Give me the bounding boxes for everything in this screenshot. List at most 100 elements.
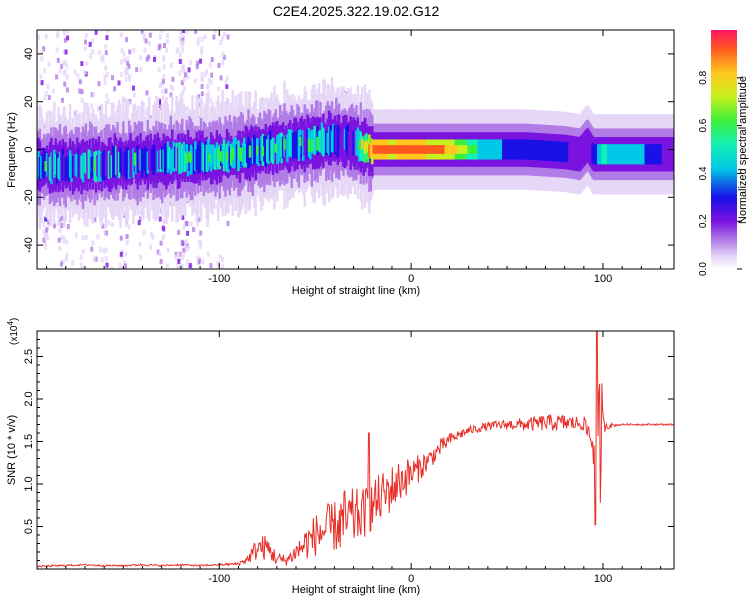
ridge-cell [396, 145, 400, 154]
ridge-cell [60, 150, 63, 182]
ridge-cell [255, 145, 259, 156]
noise-cell [44, 235, 48, 241]
ridge-cell [312, 129, 315, 153]
ridge-cell [579, 143, 583, 164]
noise-cell [181, 34, 185, 40]
noise-cell [165, 263, 169, 269]
ridge-cell [581, 141, 584, 162]
noise-cell [58, 246, 62, 252]
ridge-cell [556, 141, 560, 162]
ridge-cell [297, 130, 301, 162]
noise-cell [219, 40, 223, 46]
ridge-cell [591, 142, 594, 163]
noise-cell [169, 62, 173, 68]
noise-cell [123, 260, 127, 266]
noise-cell [171, 86, 175, 92]
noise-cell [206, 84, 210, 90]
ridge-cell [54, 154, 57, 175]
noise-cell [79, 254, 83, 260]
ridge-cell [617, 144, 620, 165]
noise-cell [198, 244, 202, 250]
ridge-cell [431, 145, 434, 154]
ridge-cell [294, 134, 298, 159]
ridge-cell [543, 140, 547, 161]
ridge-cell [483, 139, 486, 160]
ridge-cell [602, 144, 606, 165]
x-tick-label: 100 [594, 573, 612, 585]
noise-cell [53, 223, 57, 229]
ridge-cell [273, 138, 276, 160]
noise-cell [60, 215, 64, 221]
ridge-cell [254, 138, 257, 162]
ridge-cell [389, 145, 393, 154]
noise-cell [127, 76, 131, 82]
ridge-cell [345, 126, 348, 151]
noise-cell [217, 63, 221, 69]
ridge-cell [155, 147, 158, 170]
ridge-cell [244, 143, 247, 168]
ridge-cell [160, 146, 164, 170]
ridge-cell [609, 144, 613, 165]
ridge-cell [392, 145, 396, 154]
noise-cell [37, 34, 40, 40]
noise-cell [200, 36, 204, 42]
noise-cell [122, 51, 126, 57]
noise-cell [222, 54, 226, 60]
ridge-cell [83, 152, 86, 173]
ridge-cell [378, 145, 381, 154]
ridge-cell [198, 140, 201, 173]
ridge-cell [260, 136, 263, 162]
noise-cell [144, 110, 148, 116]
noise-cell [145, 90, 149, 96]
spectrogram-ridge [37, 76, 674, 230]
noise-cell [80, 265, 84, 269]
noise-cell [128, 74, 132, 80]
noise-cell [186, 245, 190, 251]
ridge-cell [165, 147, 168, 171]
ridge-cell [268, 130, 272, 162]
ridge-cell [457, 145, 460, 154]
noise-cell [148, 32, 152, 38]
noise-cell [176, 252, 180, 258]
noise-cell [161, 56, 165, 62]
ridge-cell [225, 151, 229, 161]
noise-cell [209, 263, 213, 269]
noise-cell [196, 40, 200, 46]
noise-cell [45, 227, 49, 233]
ridge-cell [296, 129, 299, 160]
ridge-cell [559, 141, 562, 162]
noise-cell [138, 216, 142, 222]
y-tick-label: -40 [23, 237, 35, 253]
ridge-cell [622, 144, 626, 165]
ridge-cell [448, 145, 452, 154]
ridge-cell [55, 154, 59, 184]
ridge-cell [247, 136, 250, 169]
noise-cell [181, 214, 185, 220]
noise-cell [180, 255, 184, 261]
noise-cell [124, 263, 128, 269]
ridge-cell [422, 145, 426, 154]
noise-cell [119, 72, 123, 78]
colorbar-tick-label: 0.6 [698, 118, 709, 132]
x-tick-label: -100 [208, 573, 230, 585]
ridge-cell [100, 153, 103, 178]
noise-cell [60, 63, 64, 69]
ridge-cell [243, 137, 246, 168]
ridge-cell [614, 144, 617, 165]
noise-cell [91, 49, 95, 55]
ridge-cell [77, 148, 80, 178]
noise-cell [104, 223, 108, 229]
noise-cell [169, 92, 173, 98]
noise-cell [91, 38, 95, 44]
noise-cell [178, 36, 182, 42]
ridge-cell [326, 132, 329, 154]
ridge-cell [386, 145, 390, 154]
ridge-cell [53, 149, 56, 179]
noise-cell [138, 241, 142, 247]
noise-cell [157, 98, 161, 104]
noise-cell [118, 263, 122, 269]
noise-cell [213, 30, 217, 34]
ridge-cell [137, 149, 141, 170]
ridge-cell [168, 146, 171, 169]
colorbar-tick-label: 0.8 [698, 70, 709, 84]
